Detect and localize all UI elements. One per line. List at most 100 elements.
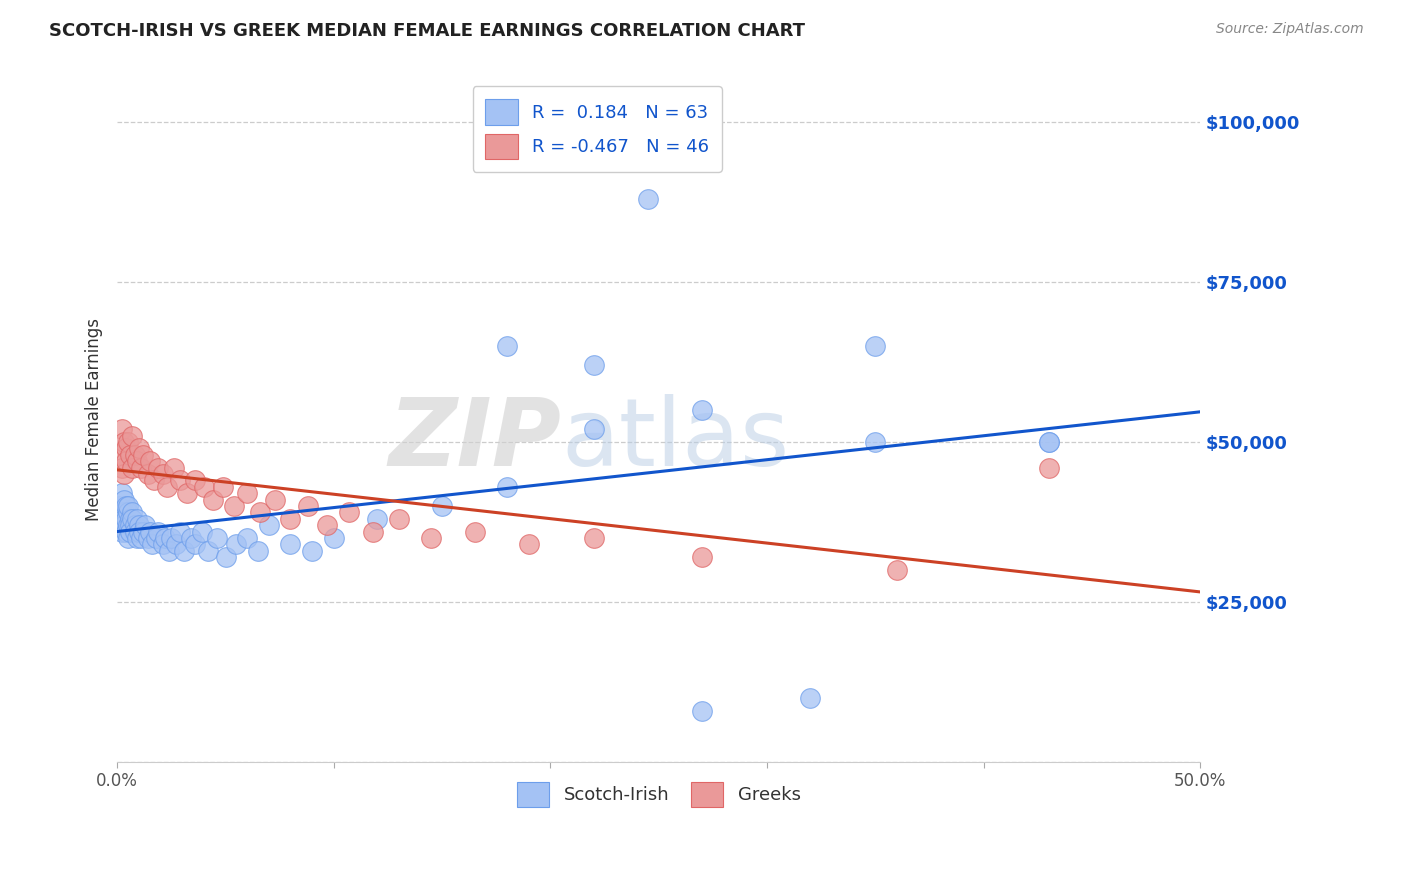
Point <box>112 467 135 481</box>
Point <box>129 460 152 475</box>
Text: ZIP: ZIP <box>388 394 561 486</box>
Point <box>115 512 138 526</box>
Point <box>121 428 143 442</box>
Point <box>236 531 259 545</box>
Point <box>264 492 287 507</box>
Point <box>180 531 202 545</box>
Point <box>110 505 132 519</box>
Point <box>637 192 659 206</box>
Point <box>138 524 160 539</box>
Point <box>582 358 605 372</box>
Point <box>496 339 519 353</box>
Point <box>361 524 384 539</box>
Point <box>117 499 139 513</box>
Point <box>128 518 150 533</box>
Point <box>112 518 135 533</box>
Point <box>121 505 143 519</box>
Point <box>110 524 132 539</box>
Point <box>316 518 339 533</box>
Point <box>145 531 167 545</box>
Point <box>297 499 319 513</box>
Point <box>120 448 142 462</box>
Point <box>157 543 180 558</box>
Point <box>366 512 388 526</box>
Point <box>690 403 713 417</box>
Point <box>236 486 259 500</box>
Point <box>132 448 155 462</box>
Point <box>153 531 176 545</box>
Point <box>152 537 174 551</box>
Point <box>115 499 138 513</box>
Point <box>249 505 271 519</box>
Point <box>134 518 156 533</box>
Point <box>205 531 228 545</box>
Text: Source: ZipAtlas.com: Source: ZipAtlas.com <box>1216 22 1364 37</box>
Point <box>173 543 195 558</box>
Point <box>257 518 280 533</box>
Text: SCOTCH-IRISH VS GREEK MEDIAN FEMALE EARNINGS CORRELATION CHART: SCOTCH-IRISH VS GREEK MEDIAN FEMALE EARN… <box>49 22 806 40</box>
Point <box>337 505 360 519</box>
Point <box>128 442 150 456</box>
Point <box>865 339 887 353</box>
Point <box>124 524 146 539</box>
Point <box>165 537 187 551</box>
Point <box>108 499 131 513</box>
Point <box>115 442 138 456</box>
Point <box>1038 460 1060 475</box>
Point <box>214 550 236 565</box>
Point <box>110 460 132 475</box>
Point <box>112 505 135 519</box>
Point <box>280 537 302 551</box>
Point <box>464 524 486 539</box>
Point <box>190 524 212 539</box>
Point <box>112 492 135 507</box>
Point <box>117 518 139 533</box>
Point <box>110 518 132 533</box>
Point <box>430 499 453 513</box>
Point <box>496 480 519 494</box>
Point <box>225 537 247 551</box>
Point <box>120 518 142 533</box>
Point <box>120 512 142 526</box>
Point <box>124 518 146 533</box>
Point <box>160 531 183 545</box>
Point <box>1038 435 1060 450</box>
Point <box>799 690 821 705</box>
Point <box>117 435 139 450</box>
Point <box>886 563 908 577</box>
Point <box>280 512 302 526</box>
Point <box>108 512 131 526</box>
Point <box>110 486 132 500</box>
Point <box>582 422 605 436</box>
Point <box>112 512 135 526</box>
Legend: Scotch-Irish, Greeks: Scotch-Irish, Greeks <box>509 774 808 814</box>
Point <box>212 480 235 494</box>
Point <box>690 550 713 565</box>
Point <box>125 512 148 526</box>
Point <box>108 448 131 462</box>
Point <box>148 524 170 539</box>
Point <box>201 492 224 507</box>
Point <box>247 543 270 558</box>
Point <box>388 512 411 526</box>
Point <box>517 537 540 551</box>
Point <box>128 524 150 539</box>
Point <box>129 531 152 545</box>
Point <box>322 531 344 545</box>
Point <box>224 499 246 513</box>
Point <box>124 448 146 462</box>
Point <box>197 543 219 558</box>
Point <box>115 524 138 539</box>
Point <box>193 480 215 494</box>
Point <box>420 531 443 545</box>
Point <box>110 422 132 436</box>
Point <box>865 435 887 450</box>
Point <box>169 524 191 539</box>
Point <box>120 524 142 539</box>
Point <box>148 460 170 475</box>
Point <box>115 454 138 468</box>
Point <box>138 454 160 468</box>
Text: atlas: atlas <box>561 394 790 486</box>
Point <box>152 467 174 481</box>
Point <box>117 505 139 519</box>
